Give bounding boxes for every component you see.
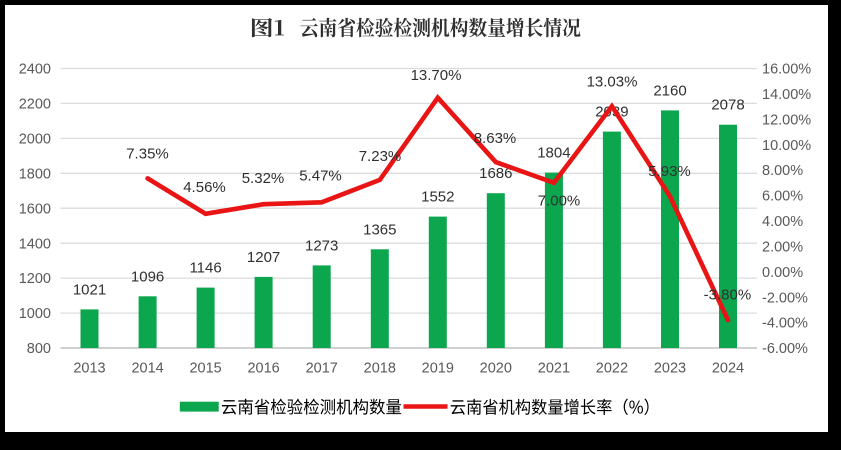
svg-text:1000: 1000 xyxy=(19,306,51,322)
svg-text:8.63%: 8.63% xyxy=(474,130,517,147)
svg-text:1804: 1804 xyxy=(537,145,570,162)
svg-text:8.00%: 8.00% xyxy=(762,163,803,179)
svg-text:10.00%: 10.00% xyxy=(762,138,811,154)
svg-text:2016: 2016 xyxy=(247,361,279,377)
svg-text:7.23%: 7.23% xyxy=(359,148,402,165)
svg-text:7.00%: 7.00% xyxy=(538,192,581,209)
svg-text:2024: 2024 xyxy=(712,361,744,377)
svg-text:-2.00%: -2.00% xyxy=(762,290,808,306)
svg-text:13.03%: 13.03% xyxy=(587,74,638,91)
svg-text:-6.00%: -6.00% xyxy=(762,341,808,357)
svg-text:2021: 2021 xyxy=(538,361,570,377)
svg-text:1365: 1365 xyxy=(363,221,396,238)
svg-text:13.70%: 13.70% xyxy=(411,67,462,84)
svg-text:1686: 1686 xyxy=(479,165,512,182)
svg-text:2.00%: 2.00% xyxy=(762,240,803,256)
svg-text:0.00%: 0.00% xyxy=(762,265,803,281)
svg-text:1096: 1096 xyxy=(131,268,164,285)
svg-text:2018: 2018 xyxy=(364,361,396,377)
svg-text:1146: 1146 xyxy=(189,260,221,277)
svg-text:1600: 1600 xyxy=(19,201,51,217)
svg-text:2078: 2078 xyxy=(711,97,744,114)
svg-text:2400: 2400 xyxy=(19,62,51,78)
svg-text:-3.80%: -3.80% xyxy=(704,287,752,304)
svg-text:1021: 1021 xyxy=(73,281,106,298)
svg-text:2160: 2160 xyxy=(653,82,686,99)
svg-text:1200: 1200 xyxy=(19,271,51,287)
svg-text:1400: 1400 xyxy=(19,236,51,252)
svg-text:4.56%: 4.56% xyxy=(183,179,226,196)
svg-text:2020: 2020 xyxy=(480,361,512,377)
svg-text:2013: 2013 xyxy=(73,361,105,377)
svg-text:6.00%: 6.00% xyxy=(762,189,803,205)
svg-text:5.32%: 5.32% xyxy=(242,170,285,187)
svg-text:2017: 2017 xyxy=(306,361,338,377)
svg-text:1552: 1552 xyxy=(421,189,454,206)
svg-text:14.00%: 14.00% xyxy=(762,87,811,103)
svg-text:16.00%: 16.00% xyxy=(762,62,811,78)
svg-text:1800: 1800 xyxy=(19,166,51,182)
svg-text:800: 800 xyxy=(27,341,51,357)
svg-text:7.35%: 7.35% xyxy=(126,145,169,162)
svg-text:5.93%: 5.93% xyxy=(648,163,691,180)
svg-text:12.00%: 12.00% xyxy=(762,112,811,128)
svg-text:2015: 2015 xyxy=(189,361,221,377)
svg-text:5.47%: 5.47% xyxy=(299,168,342,185)
svg-text:2200: 2200 xyxy=(19,97,51,113)
svg-text:4.00%: 4.00% xyxy=(762,214,803,230)
svg-text:2014: 2014 xyxy=(131,361,163,377)
svg-text:2000: 2000 xyxy=(19,132,51,148)
svg-text:-4.00%: -4.00% xyxy=(762,316,808,332)
svg-text:1273: 1273 xyxy=(305,237,338,254)
svg-text:2023: 2023 xyxy=(654,361,686,377)
svg-text:1207: 1207 xyxy=(247,249,280,266)
svg-text:2019: 2019 xyxy=(422,361,454,377)
svg-text:2022: 2022 xyxy=(596,361,628,377)
